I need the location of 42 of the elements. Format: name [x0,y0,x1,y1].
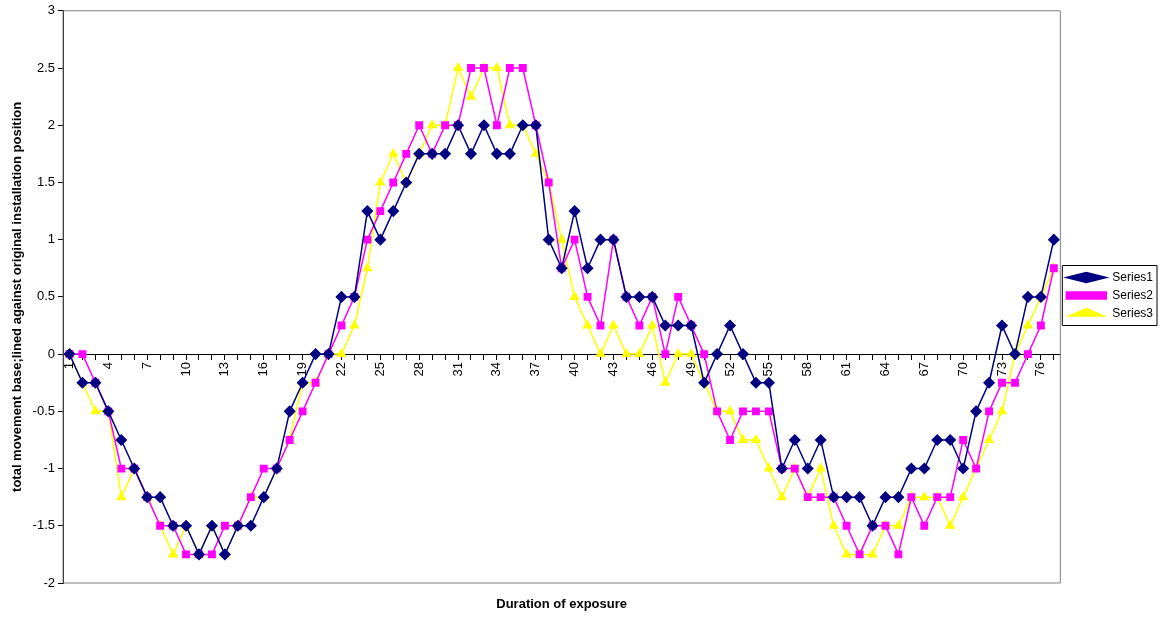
y-tick-label: -1 [43,460,55,476]
y-tick-label: 2 [47,116,55,132]
x-tick-label: 46 [643,362,659,377]
x-tick-label: 58 [799,362,815,377]
x-tick-label: 73 [993,362,1009,377]
x-tick-label: 4 [99,362,115,370]
x-tick-label: 61 [838,362,854,377]
x-tick-label: 19 [294,362,310,377]
y-tick-label: 2.5 [36,59,55,75]
x-tick-label: 40 [566,362,582,377]
x-tick-label: 31 [449,362,465,377]
x-tick-label: 28 [410,362,426,377]
x-axis-title: Duration of exposure [496,596,628,612]
x-tick-label: 64 [877,362,893,377]
x-tick-label: 67 [915,362,931,377]
x-tick-label: 10 [177,362,193,377]
x-tick-label: 49 [682,362,698,377]
x-tick-label: 25 [371,362,387,377]
x-tick-label: 34 [488,362,504,377]
legend-label: Series1 [1112,269,1154,284]
x-tick-label: 55 [760,362,776,377]
x-tick-label: 52 [721,362,737,377]
y-tick-label: 0.5 [36,288,55,304]
y-tick-label: -0.5 [32,402,55,418]
y-tick-label: 3 [47,2,55,18]
x-tick-label: 22 [333,362,349,377]
x-tick-label: 43 [605,362,621,377]
y-tick-label: 0 [47,345,55,361]
x-tick-label: 70 [954,362,970,377]
x-tick-label: 1 [61,362,77,370]
y-axis-title: total movement base;lined against original installation position [9,101,25,492]
x-tick-label: 7 [138,362,154,370]
x-tick-label: 16 [255,362,271,377]
y-tick-label: 1.5 [36,174,55,190]
y-tick-label: -1.5 [32,517,55,533]
y-tick-label: -2 [43,574,55,590]
legend-label: Series2 [1112,287,1154,302]
legend-label: Series3 [1112,305,1154,320]
x-tick-label: 13 [216,362,232,377]
x-tick-label: 76 [1032,362,1048,377]
x-tick-label: 37 [527,362,543,377]
y-tick-label: 1 [47,231,55,247]
